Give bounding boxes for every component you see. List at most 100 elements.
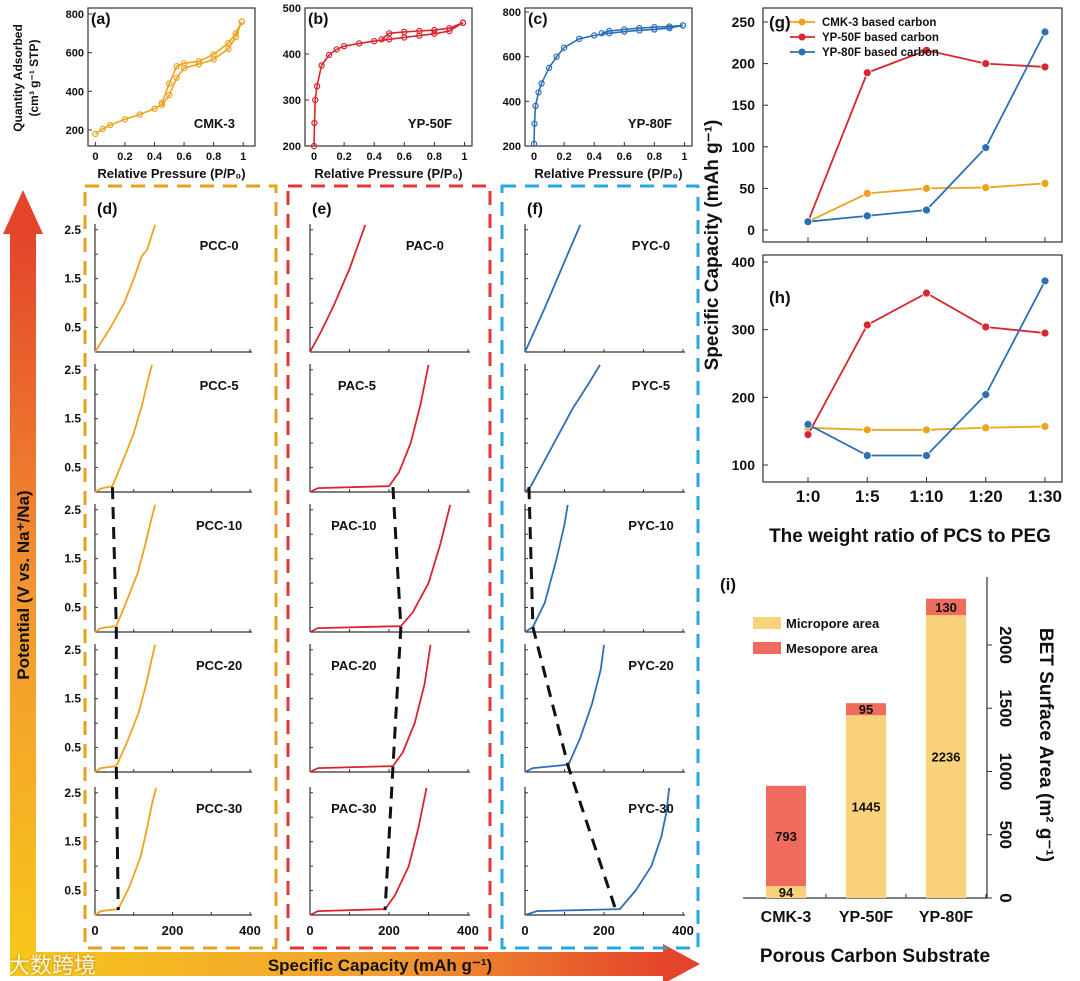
bar-value-label: 1445	[852, 800, 881, 815]
adsorption-point	[340, 42, 348, 50]
sample-label: PCC-10	[196, 518, 242, 533]
y-axis-label: Quantity Adsorbed	[11, 24, 25, 132]
subplot-PAC-0: PAC-0	[309, 224, 470, 353]
y-tick-label: 2.5	[64, 786, 81, 800]
subplot-PAC-30: PAC-30 0 200 400	[306, 787, 479, 938]
x-tick-label: 0.6	[617, 151, 632, 163]
series-marker-yp80	[922, 451, 931, 460]
bar-value-label: 2236	[932, 750, 961, 765]
y-tick-label: 400	[66, 86, 84, 98]
voltage-panel-d: (d) 0.5 1.5 2.5 PCC-0 0.5 1.5 2.5 PCC-5 0.5 1.5 2.5…	[64, 184, 278, 950]
bar-meso	[926, 598, 966, 616]
adsorption-point	[371, 37, 378, 45]
subplot-PAC-10: PAC-10	[309, 504, 470, 633]
y-tick-label: 200	[503, 141, 521, 153]
series-marker-yp80	[981, 143, 991, 153]
series-marker-cmk	[862, 188, 872, 198]
subplot-PCC-10: 0.5 1.5 2.5 PCC-10	[64, 503, 252, 633]
capacity-plot-h: 100 200 300 400 (h) 1:0 1:5 1:10 1:20 1:30 The wei…	[702, 120, 1063, 547]
x-tick-label: 0.8	[206, 151, 221, 163]
panel-label: (a)	[91, 11, 111, 28]
adsorption-point	[325, 51, 333, 59]
capacity-arrow: Specific Capacity (mAh g⁻¹)	[10, 944, 700, 981]
x-tick-label: 0.8	[647, 151, 662, 163]
y-tick-label: 1000	[996, 753, 1015, 791]
y-tick-label: 2.5	[64, 363, 81, 377]
x-axis-label: The weight ratio of PCS to PEG	[769, 526, 1051, 547]
y-tick-label: 0.5	[64, 741, 81, 755]
series-line-yp50	[807, 49, 1046, 223]
x-tick-label: CMK-3	[761, 909, 812, 926]
series-marker-yp80	[862, 211, 872, 221]
legend-swatch	[753, 617, 781, 629]
x-tick-label: 200	[162, 923, 184, 938]
series-marker-yp50	[803, 430, 813, 439]
isotherm-panel-c: 0 0.2 0.4 0.6 0.8 1 200 400 600 800 (c) YP-80F Relat…	[503, 7, 693, 181]
desorption-point	[666, 23, 673, 30]
adsorption-point	[386, 36, 393, 43]
voltage-curve	[524, 364, 601, 493]
x-tick-label: 0.2	[336, 151, 351, 163]
desorption-point	[606, 27, 613, 35]
plot-frame	[304, 7, 473, 147]
sample-label: PCC-20	[196, 658, 242, 673]
x-tick-label: 0	[92, 151, 98, 163]
legend-label: Micropore area	[786, 616, 880, 631]
legend-label: YP-80F based carbon	[822, 47, 939, 59]
y-tick-label: 1.5	[64, 692, 81, 706]
voltage-curve	[524, 787, 671, 916]
x-tick-label: 1:20	[969, 487, 1003, 506]
legend-swatch	[753, 642, 781, 654]
subplot-PCC-5: 0.5 1.5 2.5 PCC-5	[64, 363, 252, 493]
adsorption-point	[355, 40, 363, 47]
adsorption-point	[92, 130, 99, 138]
sample-label: PCC-30	[196, 801, 242, 816]
watermark: 大数跨境	[8, 954, 97, 979]
y-tick-label: 2000	[996, 626, 1015, 664]
x-tick-label: 400	[672, 923, 694, 938]
sample-label: PAC-30	[331, 801, 376, 816]
legend-marker	[798, 48, 806, 56]
voltage-curve	[524, 644, 605, 773]
series-marker-cmk	[1040, 179, 1050, 188]
adsorption-point	[530, 140, 538, 147]
series-marker-yp80	[803, 419, 813, 429]
y-tick-label: 1.5	[64, 552, 81, 566]
subplot-PCC-20: 0.5 1.5 2.5 PCC-20	[64, 643, 252, 773]
adsorption-point	[121, 116, 129, 123]
sample-label: PYC-5	[632, 378, 670, 393]
x-tick-label: 0.6	[176, 151, 191, 163]
y-tick-label: 2.5	[64, 503, 81, 517]
desorption-point	[158, 99, 166, 107]
x-tick-label: 200	[378, 923, 400, 938]
desorption-point	[232, 30, 239, 37]
series-line-yp50	[807, 292, 1046, 435]
y-tick-label: 600	[503, 52, 521, 64]
y-axis-label-units: (cm³ g⁻¹ STP)	[27, 39, 41, 116]
y-tick-label: 400	[732, 254, 756, 270]
x-tick-label: 0	[311, 151, 317, 163]
sample-label: YP-50F	[408, 116, 452, 131]
adsorption-point	[333, 46, 340, 53]
subplot-PAC-20: PAC-20	[309, 644, 470, 773]
panel-label: (b)	[308, 11, 328, 28]
bet-bar-chart: 0 500 1000 1500 2000 94 793 CMK-3 1445 95 YP-50F 22…	[720, 575, 1056, 967]
bar-micro	[766, 886, 806, 898]
desorption-point	[238, 18, 245, 25]
adsorption-point	[173, 74, 180, 81]
series-marker-yp80	[1040, 27, 1050, 37]
capacity-plot-g: 0 50 100 150 200 250 CMK-3 based carbon YP-50F …	[732, 7, 1063, 243]
series-marker-yp50	[981, 59, 991, 68]
panel-label: (f)	[527, 201, 543, 218]
series-marker-yp50	[862, 68, 872, 78]
voltage-panel-e: (e) PAC-0 PAC-5 PAC-10 PAC-20 PAC-30 0 200 400	[286, 184, 492, 950]
y-tick-label: 300	[732, 322, 756, 338]
x-tick-label: 0.2	[117, 151, 132, 163]
adsorption-point	[553, 53, 560, 60]
panel-label: (d)	[97, 201, 117, 218]
y-tick-label: 200	[732, 389, 756, 405]
x-tick-label: 200	[593, 923, 615, 938]
y-tick-label: 250	[732, 14, 756, 30]
voltage-curve	[309, 504, 452, 633]
